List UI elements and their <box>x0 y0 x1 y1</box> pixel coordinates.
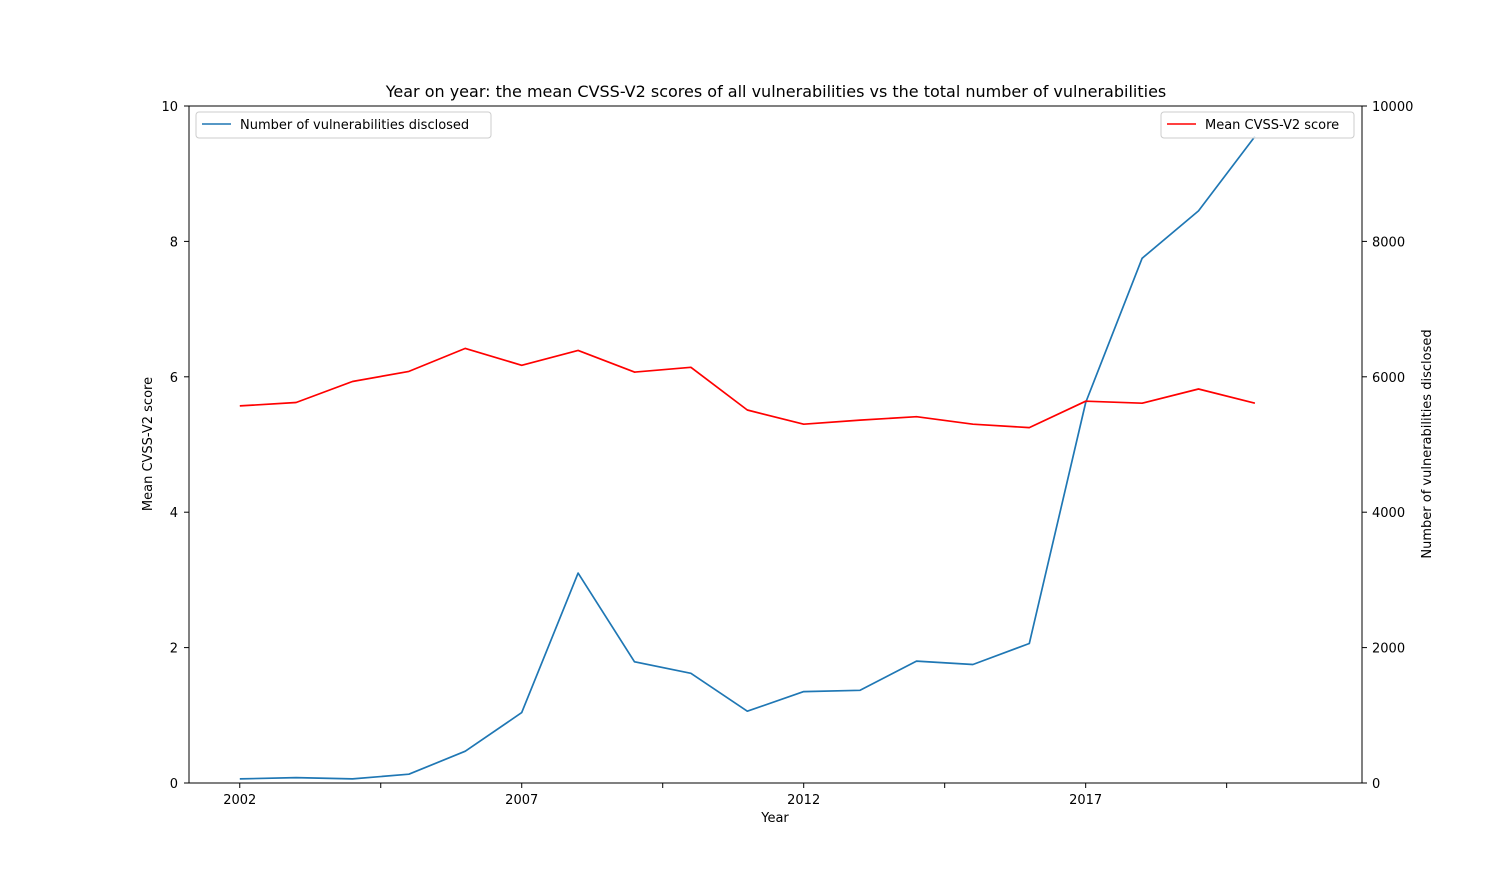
y-left-tick-label: 10 <box>161 100 178 115</box>
y-right-tick-label: 8000 <box>1372 235 1405 250</box>
y-right-tick-label: 10000 <box>1372 100 1413 115</box>
axes-frame <box>188 105 1363 784</box>
y-right-tick-label: 2000 <box>1372 642 1405 657</box>
y-right-tick-label: 0 <box>1372 777 1380 792</box>
chart-title: Year on year: the mean CVSS-V2 scores of… <box>385 82 1167 101</box>
y-right-tick-label: 4000 <box>1372 506 1405 521</box>
series-line-mean-cvss <box>239 347 1256 429</box>
x-tick-label: 2007 <box>505 793 538 808</box>
ticks-layer: 2002 2007 2012 2017 0 2 4 6 8 10 0 2000 4000 6000 8000… <box>161 100 1413 808</box>
series-layer <box>239 135 1256 780</box>
x-tick-label: 2017 <box>1069 793 1102 808</box>
y-left-tick-label: 2 <box>170 642 178 657</box>
y-left-tick-label: 8 <box>170 235 178 250</box>
legend-left-label: Number of vulnerabilities disclosed <box>240 118 469 133</box>
legend-right-box <box>1160 111 1355 139</box>
x-axis-label: Year <box>760 811 789 826</box>
x-tick-label: 2002 <box>223 793 256 808</box>
legend-left-box <box>195 111 492 139</box>
legend-mean-cvss: Mean CVSS-V2 score <box>1160 111 1355 139</box>
legend-number-of-vulnerabilities: Number of vulnerabilities disclosed <box>195 111 492 139</box>
y-left-tick-label: 0 <box>170 777 178 792</box>
y-left-tick-label: 6 <box>170 371 178 386</box>
y-axis-right-label: Number of vulnerabilities disclosed <box>1420 329 1435 558</box>
series-line-vulnerability-count <box>239 135 1256 780</box>
y-right-tick-label: 6000 <box>1372 371 1405 386</box>
y-axis-left-label: Mean CVSS-V2 score <box>141 377 156 511</box>
x-tick-label: 2012 <box>787 793 820 808</box>
y-left-tick-label: 4 <box>170 506 178 521</box>
legend-right-label: Mean CVSS-V2 score <box>1205 118 1339 133</box>
